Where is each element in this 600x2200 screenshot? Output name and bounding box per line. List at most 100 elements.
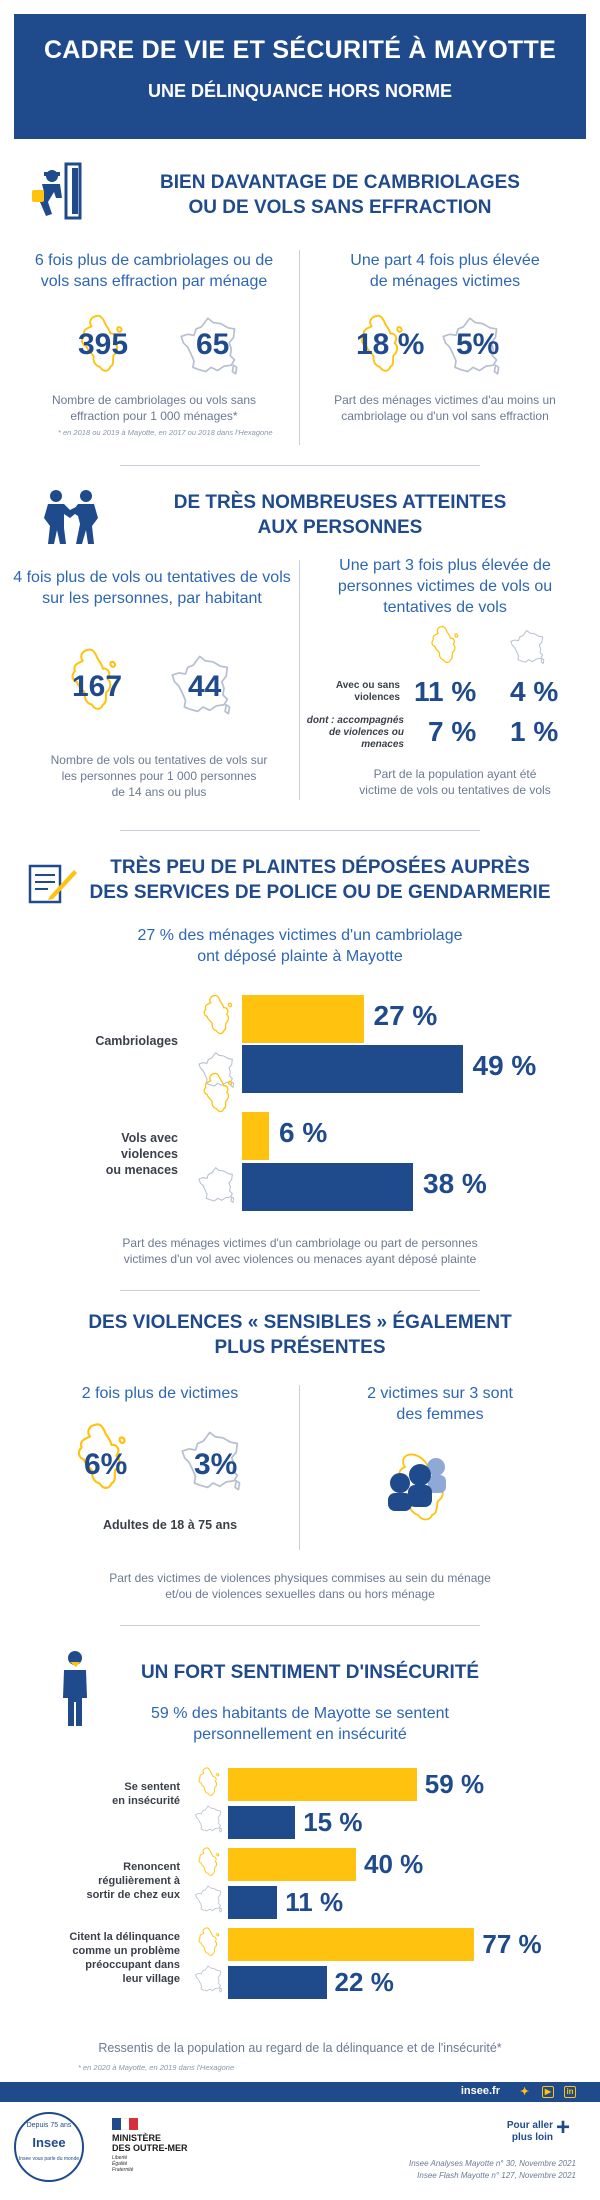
caption-line: les personnes pour 1 000 personnes	[61, 769, 257, 783]
france-map-icon	[194, 1884, 224, 1914]
right-subtitle: Une part 4 fois plus élevée de ménages v…	[305, 250, 585, 292]
section-caption: Part des victimes de violences physiques…	[60, 1570, 540, 1602]
mayotte-bar-value: 59 %	[424, 1769, 485, 1799]
right-caption: Part des ménages victimes d'au moins un …	[310, 392, 580, 424]
subtitle-line: tentatives de vols	[383, 599, 507, 616]
label-line: leur village	[122, 1973, 180, 1985]
mayotte-bar	[228, 1928, 475, 1961]
caption-line: Nombre de cambriolages ou vols sans	[51, 393, 257, 407]
caption-line: de 14 ans ou plus	[111, 785, 207, 799]
section-divider	[120, 465, 480, 466]
france-bar-value: 15 %	[303, 1807, 363, 1837]
insee-badge: Depuis 75 ans Insee Insee vous parle du …	[14, 2112, 84, 2182]
caption-line: Part des ménages victimes d'un cambriola…	[122, 1236, 478, 1250]
mayotte-bar-value: 27 %	[373, 1000, 438, 1031]
insee-link[interactable]: insee.fr	[460, 2085, 500, 2097]
caption-line: Nombre de vols ou tentatives de vols sur	[50, 753, 268, 767]
mayotte-value: 11 %	[414, 676, 477, 707]
linkedin-icon[interactable]: in	[564, 2086, 576, 2098]
caption-line: Part des ménages victimes d'au moins un	[334, 393, 556, 407]
subtitle-line: personnellement en insécurité	[193, 1726, 407, 1743]
mayotte-map-icon	[196, 1846, 222, 1878]
caption-line: victimes d'un vol avec violences ou mena…	[123, 1252, 477, 1266]
twitter-icon[interactable]: ✦	[520, 2086, 530, 2098]
row-label: Avec ou sans violences	[300, 680, 400, 704]
france-value: 44	[188, 670, 222, 703]
section-divider	[120, 1625, 480, 1626]
references: Insee Analyses Mayotte n° 30, Novembre 2…	[409, 2158, 576, 2182]
mayotte-map-icon	[200, 1070, 236, 1116]
right-subtitle: 2 victimes sur 3 sont des femmes	[320, 1383, 560, 1425]
ministry-motto: Liberté Égalité Fraternité	[112, 2155, 188, 2173]
reference-link[interactable]: Insee Flash Mayotte n° 127, Novembre 202…	[417, 2171, 576, 2180]
subtitle-line: personnes victimes de vols ou	[337, 578, 553, 595]
right-subtitle: Une part 3 fois plus élevée de personnes…	[305, 555, 585, 618]
divider	[299, 250, 300, 445]
mayotte-value: 395	[78, 328, 129, 361]
label-line: Citent la délinquance	[69, 1931, 180, 1943]
france-map-icon	[196, 1165, 238, 1205]
motto-line: Égalité	[112, 2161, 128, 2167]
section-caption: Ressentis de la population au regard de …	[98, 2041, 502, 2055]
left-caption: Nombre de cambriolages ou vols sans effr…	[34, 392, 274, 424]
caption-line: Part de la population ayant été	[373, 767, 537, 781]
left-subtitle: 2 fois plus de victimes	[81, 1385, 239, 1402]
flag-icon	[112, 2118, 139, 2130]
badge-text: Depuis 75 ans	[26, 2122, 72, 2129]
subtitle-line: Une part 4 fois plus élevée	[350, 252, 540, 269]
mayotte-bar-value: 6 %	[279, 1117, 328, 1148]
row-label: Se sentent en insécurité	[40, 1780, 180, 1808]
left-subtitle: 6 fois plus de cambriolages ou de vols s…	[14, 250, 294, 292]
label-line: sortir de chez eux	[86, 1889, 180, 1901]
worried-person-icon	[63, 1651, 87, 1726]
subtitle-line: Une part 3 fois plus élevée de	[339, 557, 551, 574]
france-bar-value: 11 %	[285, 1887, 344, 1917]
more-info-button[interactable]: Pour aller plus loin	[505, 2120, 553, 2144]
label-line: Vols avec	[121, 1131, 178, 1145]
row-label: Citent la délinquance comme un problème pr…	[40, 1930, 180, 1986]
france-bar	[228, 1966, 327, 1999]
france-map-icon	[194, 1804, 224, 1834]
mayotte-value: 7 %	[428, 716, 477, 747]
france-map-icon	[194, 1964, 224, 1994]
plus-icon[interactable]: +	[556, 2114, 571, 2141]
label-line: régulièrement à	[98, 1875, 180, 1887]
section-caption: Part des ménages victimes d'un cambriola…	[60, 1235, 540, 1267]
title-line: OU DE VOLS SANS EFFRACTION	[188, 197, 492, 218]
page-title: CADRE DE VIE ET SÉCURITÉ À MAYOTTE	[43, 36, 557, 64]
section-title: UN FORT SENTIMENT D'INSÉCURITÉ	[140, 1662, 480, 1683]
title-line: DES VIOLENCES « SENSIBLES » ÉGALEMENT	[88, 1312, 512, 1333]
mayotte-map-icon	[428, 624, 462, 666]
label-line: en insécurité	[112, 1795, 180, 1807]
reference-link[interactable]: Insee Analyses Mayotte n° 30, Novembre 2…	[409, 2159, 576, 2168]
section-subtitle: 27 % des ménages victimes d'un cambriola…	[100, 925, 500, 967]
france-bar	[228, 1806, 296, 1839]
label-line: préoccupant dans	[85, 1959, 180, 1971]
france-map-icon	[508, 628, 548, 666]
label-line: violences	[354, 692, 400, 703]
label-line: Avec ou sans	[335, 680, 400, 691]
section-subtitle: 59 % des habitants de Mayotte se sentent…	[100, 1703, 500, 1745]
women-victims-icon	[388, 1453, 446, 1521]
mayotte-bar	[228, 1848, 356, 1881]
france-value: 1 %	[510, 716, 559, 747]
fight-icon	[44, 490, 98, 544]
france-bar-value: 38 %	[423, 1168, 487, 1199]
title-line: DE TRÈS NOMBREUSES ATTEINTES	[173, 492, 507, 513]
mayotte-value: 6%	[84, 1448, 128, 1481]
complaint-form-icon	[28, 864, 77, 904]
section-divider	[120, 830, 480, 831]
label-line: Se sentent	[124, 1781, 180, 1793]
title-line: PLUS PRÉSENTES	[214, 1337, 386, 1358]
ministry-name: MINISTÈRE DES OUTRE-MER	[112, 2133, 188, 2153]
caption-line: victime de vols ou tentatives de vols	[359, 783, 551, 797]
france-bar-value: 49 %	[472, 1050, 537, 1081]
page-subtitle: UNE DÉLINQUANCE HORS NORME	[147, 81, 452, 101]
mayotte-map-icon	[196, 1766, 222, 1798]
caption-line: cambriolage ou d'un vol sans effraction	[341, 409, 549, 423]
france-value: 3%	[194, 1448, 238, 1481]
title-line: TRÈS PEU DE PLAINTES DÉPOSÉES AUPRÈS	[110, 857, 530, 878]
youtube-icon[interactable]: ▶	[542, 2086, 554, 2098]
section-title: BIEN DAVANTAGE DE CAMBRIOLAGES OU DE VOL…	[40, 170, 600, 220]
mayotte-bar	[228, 1768, 417, 1801]
